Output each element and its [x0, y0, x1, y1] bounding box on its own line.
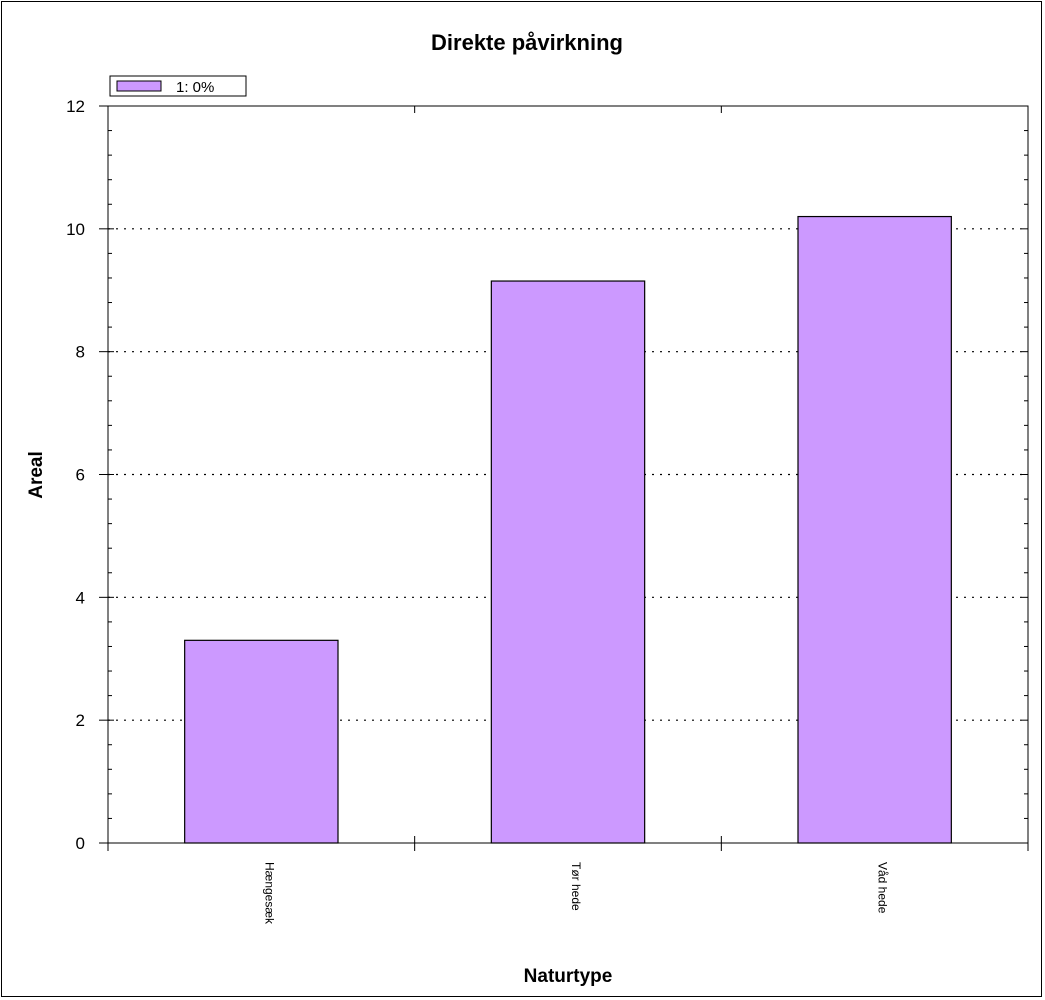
x-category-label: Våd hede	[876, 862, 890, 914]
plot-area-border	[107, 105, 1029, 844]
y-tick-label: 12	[66, 97, 85, 116]
axes	[99, 105, 1029, 851]
x-category-label: Tør hede	[569, 862, 583, 911]
bars	[184, 215, 952, 844]
bar	[490, 280, 646, 844]
y-tick-label: 6	[76, 466, 85, 485]
x-axis-title: Naturtype	[524, 966, 613, 987]
y-tick-label: 10	[66, 220, 85, 239]
y-tick-label: 8	[76, 343, 85, 362]
legend: 1: 0%	[109, 75, 247, 97]
legend-swatch	[116, 80, 162, 92]
y-axis-title: Areal	[26, 451, 47, 499]
chart-title: Direkte påvirkning	[431, 30, 623, 55]
x-category-label: Hængesæk	[262, 862, 276, 925]
legend-label: 1: 0%	[176, 79, 214, 96]
x-category-labels: Hængesæk Tør hede Våd hede	[262, 862, 889, 925]
y-tick-label: 4	[76, 588, 85, 607]
y-tick-label: 0	[76, 834, 85, 853]
y-tick-labels: 0 2 4 6 8 10 12	[66, 97, 85, 853]
bar	[184, 639, 339, 844]
y-tick-label: 2	[76, 711, 85, 730]
bar	[797, 215, 952, 844]
